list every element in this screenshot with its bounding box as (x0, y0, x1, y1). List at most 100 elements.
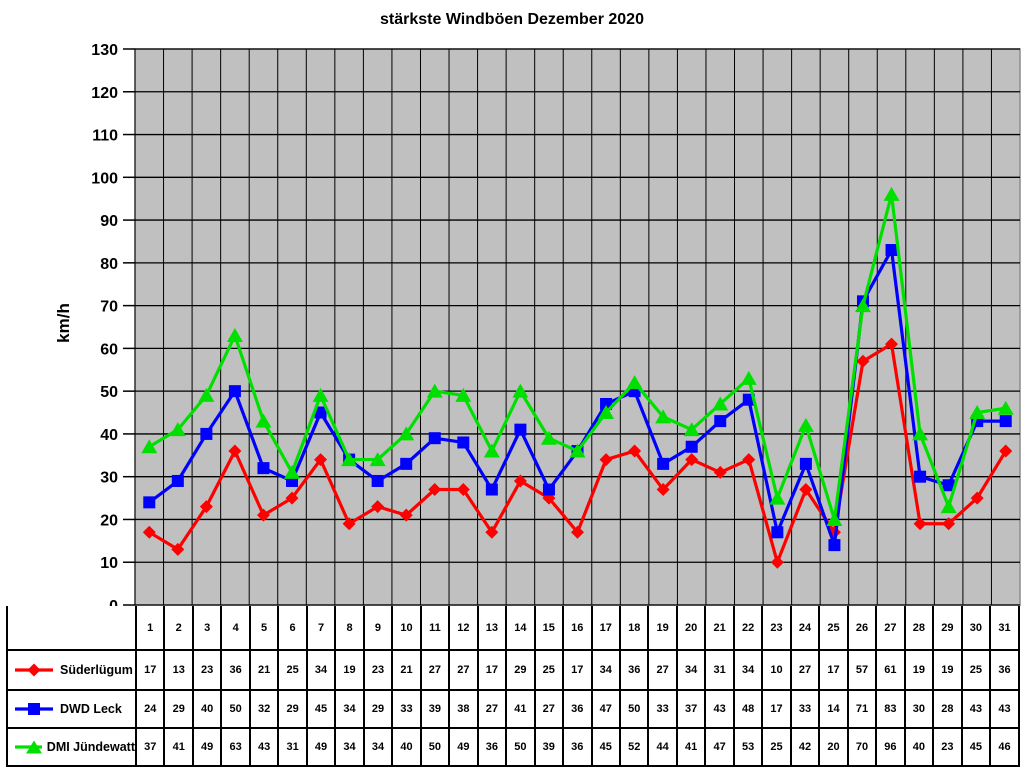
value-cell: 17 (818, 649, 849, 691)
triangle-marker (369, 452, 386, 467)
value-cell: 30 (903, 689, 935, 729)
value-cell: 42 (789, 727, 821, 767)
square-marker (428, 432, 441, 445)
day-header-cell: 9 (362, 606, 394, 651)
square-marker (714, 415, 727, 428)
value-cell: 27 (476, 689, 508, 729)
value-cell: 33 (647, 689, 678, 729)
value-cell: 43 (704, 689, 735, 729)
value-cell: 46 (989, 727, 1020, 767)
triangle-marker (226, 328, 243, 343)
diamond-marker (770, 555, 784, 569)
value-cell: 39 (533, 727, 565, 767)
value-cell: 19 (903, 649, 935, 691)
value-cell: 38 (448, 689, 479, 729)
diamond-marker (599, 453, 613, 467)
square-marker (885, 244, 898, 257)
table-corner-cell (6, 606, 137, 651)
day-header-cell: 8 (334, 606, 365, 651)
value-cell: 27 (419, 649, 451, 691)
value-cell: 33 (789, 689, 821, 729)
square-marker (400, 457, 413, 470)
y-tick-label: 70 (100, 299, 118, 316)
value-cell: 41 (163, 727, 194, 767)
y-tick-label: 120 (91, 85, 118, 102)
value-cell: 50 (505, 727, 536, 767)
value-cell: 49 (305, 727, 337, 767)
diamond-marker (513, 474, 527, 488)
y-tick-label: 20 (100, 512, 118, 529)
value-cell: 61 (875, 649, 906, 691)
diamond-marker (685, 453, 699, 467)
triangle-marker (740, 370, 757, 385)
value-cell: 23 (191, 649, 223, 691)
value-cell: 43 (960, 689, 992, 729)
value-cell: 17 (134, 649, 166, 691)
value-cell: 27 (647, 649, 678, 691)
value-cell: 43 (989, 689, 1020, 729)
y-tick-label: 100 (91, 170, 118, 187)
triangle-marker (483, 443, 500, 458)
triangle-marker (141, 439, 158, 454)
value-cell: 13 (163, 649, 194, 691)
day-header-cell: 13 (476, 606, 508, 651)
triangle-marker (569, 443, 586, 458)
value-cell: 50 (220, 689, 251, 729)
day-header-cell: 1 (134, 606, 166, 651)
value-cell: 27 (789, 649, 821, 691)
diamond-marker (285, 491, 299, 505)
value-cell: 32 (248, 689, 280, 729)
value-cell: 41 (505, 689, 536, 729)
value-cell: 34 (590, 649, 621, 691)
diamond-marker (628, 444, 642, 458)
value-cell: 44 (647, 727, 678, 767)
square-series-legend-icon (15, 703, 53, 715)
square-marker (457, 436, 470, 449)
value-cell: 53 (732, 727, 764, 767)
y-tick-label: 50 (100, 384, 118, 401)
y-tick-label: 0 (109, 598, 118, 607)
square-marker (514, 423, 527, 436)
value-cell: 21 (248, 649, 280, 691)
diamond-marker (713, 465, 727, 479)
square-marker (828, 539, 841, 552)
y-tick-label: 10 (100, 555, 118, 572)
value-cell: 47 (590, 689, 621, 729)
day-header-cell: 16 (562, 606, 593, 651)
triangle-marker (912, 426, 929, 441)
value-cell: 36 (476, 727, 508, 767)
square-marker (600, 397, 613, 410)
value-cell: 17 (476, 649, 508, 691)
day-header-cell: 24 (789, 606, 821, 651)
value-cell: 27 (533, 689, 565, 729)
day-header-cell: 21 (704, 606, 735, 651)
diamond-marker (970, 491, 984, 505)
triangle-marker (512, 383, 529, 398)
diamond-marker (199, 500, 213, 514)
day-header-cell: 11 (419, 606, 451, 651)
square-marker (542, 483, 555, 496)
square-marker (942, 479, 955, 492)
diamond-marker (342, 517, 356, 531)
series-table-row: DMI Jündewatt 37 41 49 63 43 31 49 34 34 40 50 49 36 5… (6, 727, 1020, 767)
square-marker (914, 470, 927, 483)
triangle-marker (797, 417, 814, 432)
day-header-cell: 26 (846, 606, 878, 651)
day-header-cell: 22 (732, 606, 764, 651)
value-cell: 25 (960, 649, 992, 691)
legend-entry: Süderlügum (9, 661, 134, 679)
legend-label: DWD Leck (60, 702, 122, 716)
day-header-cell: 17 (590, 606, 621, 651)
value-cell: 49 (191, 727, 223, 767)
value-cell: 29 (505, 649, 536, 691)
square-marker (771, 526, 784, 539)
value-cell: 28 (932, 689, 963, 729)
square-marker (685, 440, 698, 453)
value-cell: 20 (818, 727, 849, 767)
triangle-marker (426, 383, 443, 398)
value-cell: 23 (932, 727, 963, 767)
legend-entry: DMI Jündewatt (9, 738, 134, 756)
series-table-row: Süderlügum 17 13 23 36 21 25 34 19 23 21 27 27 17 29 25… (6, 649, 1020, 691)
value-cell: 34 (334, 689, 365, 729)
value-cell: 47 (704, 727, 735, 767)
